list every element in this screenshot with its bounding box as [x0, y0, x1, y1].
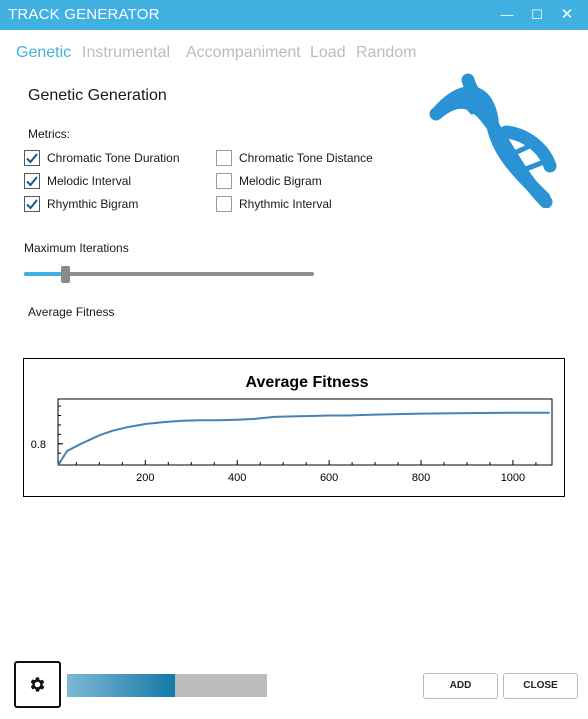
x-tick-label: 600: [320, 472, 338, 484]
gear-icon: [30, 677, 45, 692]
title-bar: TRACK GENERATOR — ☐ ✕: [0, 0, 588, 30]
checkbox-box[interactable]: [24, 150, 40, 166]
window-title: TRACK GENERATOR: [8, 6, 160, 23]
y-tick-label: 0.8: [31, 439, 46, 451]
checkbox-box[interactable]: [216, 150, 232, 166]
metric-label: Melodic Interval: [47, 174, 132, 188]
chart-axes: 200 400 600 800 1000 0.8: [31, 398, 553, 484]
progress-fill: [67, 674, 175, 697]
slider-track: [24, 272, 314, 276]
checkbox-box[interactable]: [216, 196, 232, 212]
metric-label: Rhythmic Interval: [239, 197, 332, 211]
metrics-label: Metrics:: [28, 127, 70, 141]
metric-label: Chromatic Tone Distance: [239, 151, 373, 165]
section-title: Genetic Generation: [28, 87, 167, 104]
x-tick-label: 400: [228, 472, 246, 484]
checkmark-icon: [26, 199, 38, 210]
metric-label: Chromatic Tone Duration: [47, 151, 180, 165]
fitness-chart-svg: Average Fitness 200 400 600 800 1000 0.8: [31, 374, 553, 484]
slider-thumb[interactable]: [60, 266, 70, 283]
iterations-slider[interactable]: [24, 264, 314, 284]
generation-progress-bar: [67, 674, 267, 697]
tab-random[interactable]: Random: [356, 44, 417, 61]
checkmark-icon: [26, 176, 38, 187]
settings-button[interactable]: [14, 661, 61, 708]
minimize-button[interactable]: —: [500, 7, 514, 22]
slider-fill: [24, 272, 65, 276]
chart-title: Average Fitness: [245, 374, 368, 391]
tab-instrumental[interactable]: Instrumental: [82, 44, 171, 61]
tab-genetic[interactable]: Genetic: [16, 44, 72, 61]
fitness-chart: Average Fitness 200 400 600 800 1000 0.8: [23, 358, 565, 497]
chart-marks: [57, 411, 550, 466]
close-button[interactable]: CLOSE: [503, 673, 578, 699]
fitness-label: Average Fitness: [28, 305, 115, 319]
tab-accompaniment[interactable]: Accompaniment: [186, 44, 301, 61]
checkbox-box[interactable]: [24, 173, 40, 189]
add-button[interactable]: ADD: [423, 673, 498, 699]
fitness-series-line: [57, 411, 550, 466]
maximize-button[interactable]: ☐: [531, 7, 543, 22]
iterations-label: Maximum Iterations: [24, 241, 129, 255]
checkbox-box[interactable]: [216, 173, 232, 189]
x-tick-label: 800: [412, 472, 430, 484]
metric-label: Melodic Bigram: [239, 174, 322, 188]
dna-icon: [429, 73, 557, 208]
window-close-button[interactable]: ✕: [560, 6, 574, 23]
checkbox-box[interactable]: [24, 196, 40, 212]
tab-load[interactable]: Load: [310, 44, 346, 61]
plot-frame: [57, 398, 553, 466]
metric-label: Rhymthic Bigram: [47, 197, 139, 211]
x-tick-label: 1000: [501, 472, 525, 484]
x-tick-label: 200: [136, 472, 154, 484]
checkmark-icon: [26, 153, 38, 164]
